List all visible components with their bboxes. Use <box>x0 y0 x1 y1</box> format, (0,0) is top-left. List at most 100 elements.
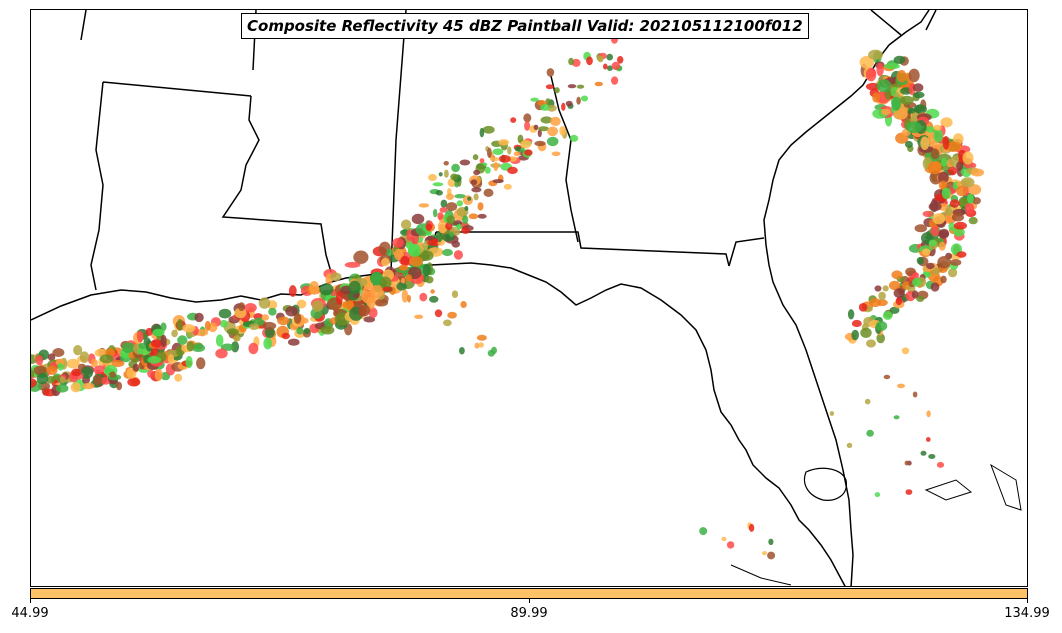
storm-cell <box>594 81 603 87</box>
storm-cell <box>33 365 47 376</box>
storm-cell <box>152 328 165 337</box>
storm-cell <box>938 171 949 184</box>
storm-cell <box>904 140 913 148</box>
storm-cell <box>968 216 978 225</box>
storm-cell <box>111 360 125 367</box>
storm-cell <box>31 369 35 379</box>
storm-cell <box>883 374 891 380</box>
storm-cell <box>116 381 123 391</box>
storm-cell <box>876 63 884 77</box>
storm-cell <box>586 56 593 66</box>
storm-cell <box>468 213 479 220</box>
storm-cell <box>507 166 518 174</box>
storm-cell <box>607 65 613 71</box>
storm-cell <box>893 415 900 420</box>
storm-cell <box>171 329 178 338</box>
storm-cell <box>238 302 246 311</box>
storm-cell <box>204 320 211 331</box>
storm-cell <box>498 139 510 146</box>
storm-cell <box>699 527 708 536</box>
storm-cell <box>546 68 555 77</box>
storm-cell <box>941 187 952 200</box>
storm-cell <box>432 182 444 187</box>
border-al-ga <box>550 75 579 243</box>
storm-cell <box>460 301 467 308</box>
border-ms-al <box>390 10 407 273</box>
storm-cell <box>258 297 271 309</box>
storm-cell <box>916 256 924 265</box>
storm-cell <box>422 263 431 277</box>
storm-cell <box>874 285 882 292</box>
storm-cell <box>405 274 413 282</box>
storm-cell <box>882 285 889 292</box>
storm-cell <box>936 461 945 468</box>
storm-cell <box>561 102 566 111</box>
border-la-ms <box>221 95 332 273</box>
storm-cell <box>568 57 574 66</box>
storm-cell <box>177 335 188 345</box>
storm-cell <box>846 442 853 449</box>
storm-cell <box>132 363 139 372</box>
storm-cell <box>400 255 410 266</box>
storm-cell <box>409 256 424 267</box>
storm-cell <box>309 281 320 295</box>
storm-cell <box>414 314 424 319</box>
storm-cell <box>893 55 906 64</box>
storm-cell <box>912 391 918 398</box>
storm-cell <box>908 68 920 83</box>
storm-cell <box>90 358 98 368</box>
storm-cell <box>473 169 480 176</box>
storm-cell <box>407 294 411 303</box>
storm-cell <box>160 334 167 347</box>
storm-cell <box>167 354 175 365</box>
storm-cell <box>154 368 163 381</box>
storm-cell <box>425 223 432 231</box>
storm-cell <box>520 139 532 149</box>
storm-cell <box>264 327 275 338</box>
colorbar-tick-left <box>30 599 31 603</box>
storm-cell <box>938 241 946 251</box>
storm-cell <box>545 98 551 106</box>
storm-cell <box>927 161 942 175</box>
storm-cell <box>430 289 435 294</box>
storm-cell <box>59 376 66 384</box>
storm-cell <box>296 327 304 335</box>
storm-cell <box>479 127 485 138</box>
storm-cell <box>554 87 560 94</box>
bahamas-outline <box>924 463 1022 511</box>
storm-cell <box>876 79 892 93</box>
storm-cell <box>882 310 893 320</box>
storm-cell <box>196 357 206 370</box>
storm-cell <box>926 262 935 270</box>
lake-okeechobee <box>803 467 848 501</box>
storm-cell <box>436 230 443 243</box>
storm-cell <box>546 136 559 147</box>
storm-cell <box>382 286 393 292</box>
storm-cell <box>368 307 378 319</box>
storm-cell <box>454 194 466 199</box>
storm-cell <box>920 450 927 456</box>
storm-cell <box>185 356 193 369</box>
storm-cell <box>534 140 546 147</box>
storm-cell <box>926 410 931 418</box>
storm-cell <box>176 319 184 331</box>
storm-cell <box>956 161 964 171</box>
storm-cell <box>524 149 533 156</box>
storm-cell <box>897 383 905 389</box>
storm-cell <box>489 157 500 162</box>
storm-cell <box>514 146 521 152</box>
gulf-coastline <box>31 262 846 586</box>
storm-cell <box>151 339 162 348</box>
storm-cell <box>829 411 835 416</box>
storm-cell <box>956 185 968 197</box>
storm-cell <box>896 69 907 83</box>
storm-cell <box>868 49 883 60</box>
storm-cell <box>263 337 273 350</box>
storm-cell <box>451 290 459 299</box>
storm-cell <box>429 295 439 303</box>
storm-cell <box>851 319 862 328</box>
storm-cell <box>432 238 439 244</box>
storm-cell <box>52 348 65 357</box>
storm-cell <box>435 190 443 196</box>
storm-cell <box>82 382 95 390</box>
